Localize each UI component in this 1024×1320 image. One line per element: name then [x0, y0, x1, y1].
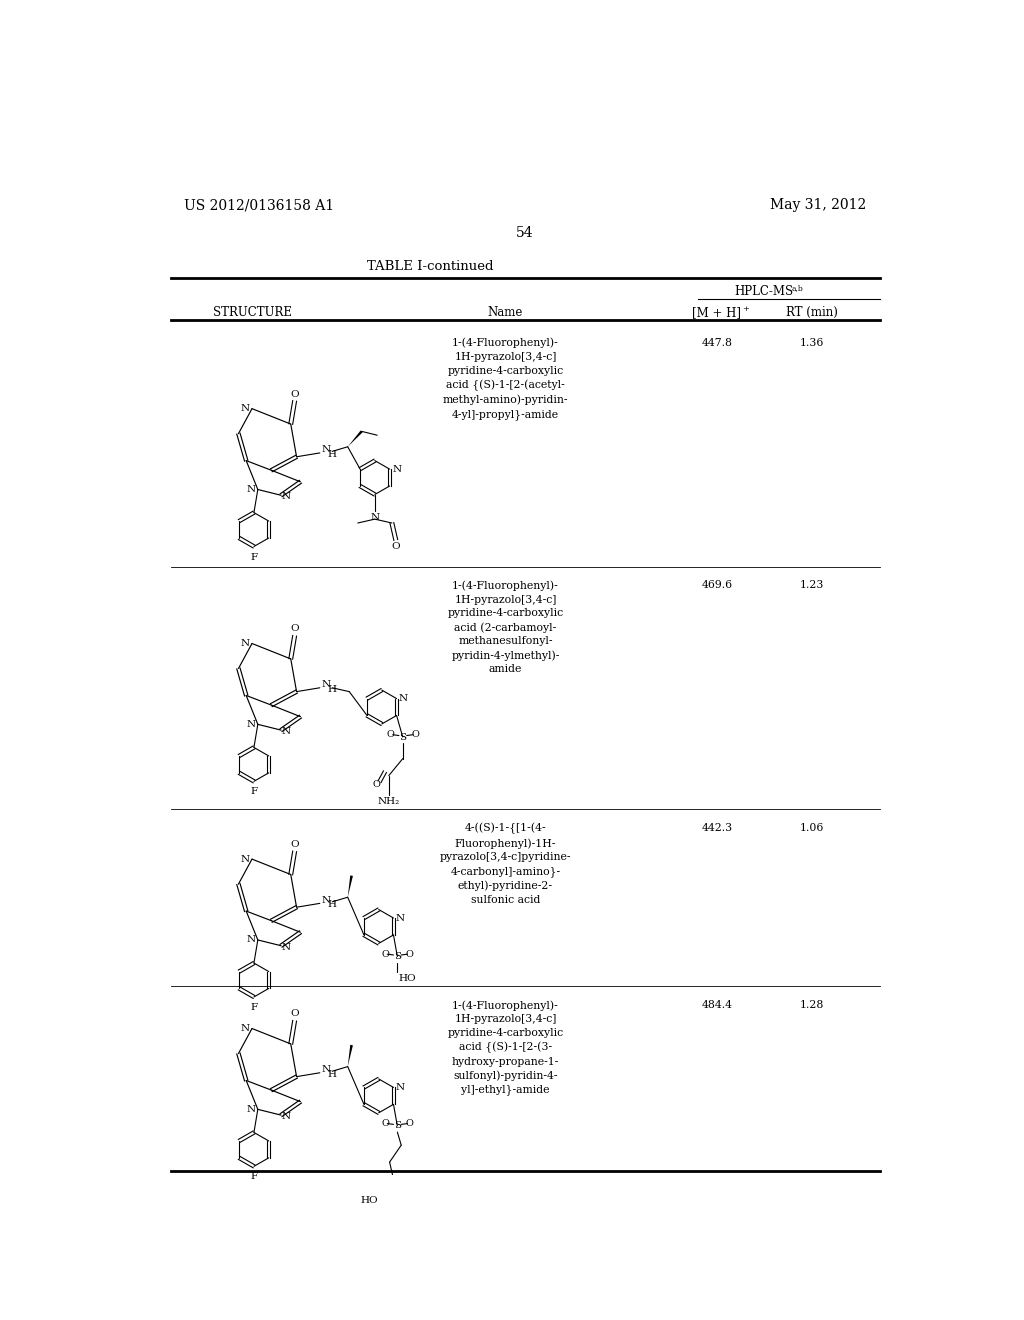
- Text: May 31, 2012: May 31, 2012: [770, 198, 866, 213]
- Text: N: N: [322, 445, 331, 454]
- Text: 54: 54: [516, 226, 534, 240]
- Text: 1.36: 1.36: [800, 338, 823, 347]
- Text: [M + H]: [M + H]: [692, 306, 741, 319]
- Text: N: N: [282, 1113, 291, 1121]
- Text: N: N: [247, 1105, 255, 1114]
- Text: 442.3: 442.3: [701, 822, 732, 833]
- Text: 1.06: 1.06: [800, 822, 823, 833]
- Text: N: N: [247, 719, 255, 729]
- Text: TABLE I-continued: TABLE I-continued: [367, 260, 494, 273]
- Text: HO: HO: [399, 974, 417, 982]
- Text: 469.6: 469.6: [701, 581, 732, 590]
- Text: 4-((S)-1-{[1-(4-
Fluorophenyl)-1H-
pyrazolo[3,4-c]pyridine-
4-carbonyl]-amino}-
: 4-((S)-1-{[1-(4- Fluorophenyl)-1H- pyraz…: [439, 822, 571, 904]
- Text: N: N: [282, 492, 291, 502]
- Text: N: N: [399, 694, 409, 704]
- Text: H: H: [328, 1069, 337, 1078]
- Text: NH₂: NH₂: [378, 797, 400, 807]
- Text: HPLC-MS: HPLC-MS: [734, 285, 793, 298]
- Text: O: O: [412, 730, 419, 739]
- Text: a,b: a,b: [792, 284, 803, 292]
- Text: N: N: [247, 936, 255, 944]
- Text: +: +: [742, 305, 750, 313]
- Polygon shape: [348, 430, 362, 446]
- Text: N: N: [241, 639, 250, 648]
- Text: O: O: [386, 730, 394, 739]
- Text: H: H: [328, 450, 337, 459]
- Text: O: O: [406, 1119, 414, 1129]
- Text: HO: HO: [360, 1196, 378, 1205]
- Text: S: S: [394, 952, 401, 961]
- Text: O: O: [373, 780, 380, 789]
- Text: 1-(4-Fluorophenyl)-
1H-pyrazolo[3,4-c]
pyridine-4-carboxylic
acid {(S)-1-[2-(3-
: 1-(4-Fluorophenyl)- 1H-pyrazolo[3,4-c] p…: [447, 1001, 563, 1096]
- Text: S: S: [399, 733, 407, 742]
- Text: N: N: [322, 680, 331, 689]
- Text: O: O: [406, 949, 414, 958]
- Text: N: N: [247, 484, 255, 494]
- Text: N: N: [396, 913, 406, 923]
- Text: O: O: [291, 840, 299, 849]
- Text: O: O: [381, 949, 389, 958]
- Text: F: F: [251, 1003, 257, 1012]
- Text: O: O: [291, 389, 299, 399]
- Text: 484.4: 484.4: [701, 1001, 732, 1010]
- Text: 1.23: 1.23: [800, 581, 823, 590]
- Text: F: F: [251, 553, 257, 561]
- Text: N: N: [282, 727, 291, 737]
- Text: 447.8: 447.8: [701, 338, 732, 347]
- Text: O: O: [381, 1119, 389, 1129]
- Text: F: F: [251, 1172, 257, 1181]
- Text: N: N: [371, 513, 380, 523]
- Text: N: N: [241, 404, 250, 413]
- Polygon shape: [348, 1045, 353, 1067]
- Text: N: N: [241, 854, 250, 863]
- Text: Name: Name: [487, 306, 523, 319]
- Text: 1-(4-Fluorophenyl)-
1H-pyrazolo[3,4-c]
pyridine-4-carboxylic
acid {(S)-1-[2-(ace: 1-(4-Fluorophenyl)- 1H-pyrazolo[3,4-c] p…: [442, 338, 568, 420]
- Text: US 2012/0136158 A1: US 2012/0136158 A1: [183, 198, 334, 213]
- Text: N: N: [396, 1082, 406, 1092]
- Text: STRUCTURE: STRUCTURE: [213, 306, 292, 319]
- Text: O: O: [291, 1010, 299, 1018]
- Text: F: F: [251, 788, 257, 796]
- Text: N: N: [392, 465, 401, 474]
- Text: H: H: [328, 900, 337, 909]
- Polygon shape: [348, 875, 353, 898]
- Text: S: S: [394, 1122, 401, 1130]
- Text: N: N: [322, 1065, 331, 1074]
- Text: O: O: [391, 543, 400, 552]
- Text: 1-(4-Fluorophenyl)-
1H-pyrazolo[3,4-c]
pyridine-4-carboxylic
acid (2-carbamoyl-
: 1-(4-Fluorophenyl)- 1H-pyrazolo[3,4-c] p…: [447, 581, 563, 675]
- Text: O: O: [291, 624, 299, 634]
- Text: N: N: [322, 896, 331, 904]
- Text: 1.28: 1.28: [800, 1001, 823, 1010]
- Text: N: N: [282, 942, 291, 952]
- Text: N: N: [241, 1024, 250, 1034]
- Text: H: H: [328, 685, 337, 694]
- Text: RT (min): RT (min): [785, 306, 838, 319]
